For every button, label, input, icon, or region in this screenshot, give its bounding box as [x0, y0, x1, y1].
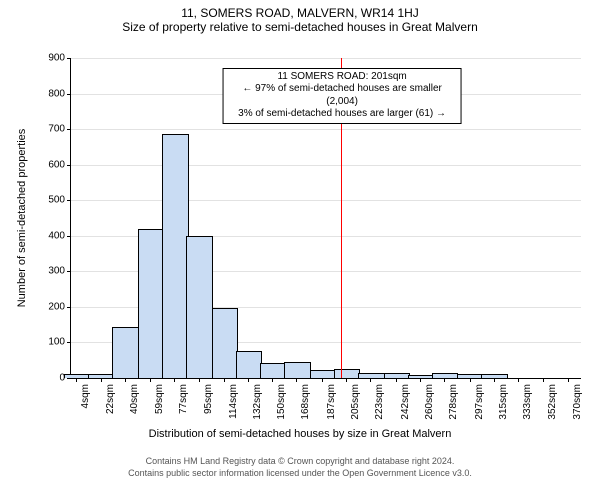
histogram-bar: [260, 363, 287, 378]
xtick-label: 168sqm: [300, 384, 311, 420]
ytick-label: 100: [48, 337, 71, 348]
xtick-mark: [396, 378, 397, 382]
annotation-line: 11 SOMERS ROAD: 201sqm: [230, 71, 455, 84]
annotation-line: ← 97% of semi-detached houses are smalle…: [230, 83, 455, 108]
gridline-h: [71, 165, 581, 166]
histogram-bar: [284, 362, 311, 378]
histogram-bar: [64, 374, 91, 378]
title-line-2: Size of property relative to semi-detach…: [0, 20, 600, 34]
histogram-bar: [236, 351, 263, 378]
footer-line: Contains public sector information licen…: [0, 468, 600, 480]
ytick-label: 800: [48, 88, 71, 99]
ytick-label: 600: [48, 159, 71, 170]
xtick-mark: [248, 378, 249, 382]
xtick-label: 315sqm: [498, 384, 509, 420]
gridline-h: [71, 129, 581, 130]
histogram-bar: [310, 370, 337, 378]
xtick-mark: [76, 378, 77, 382]
annotation-box: 11 SOMERS ROAD: 201sqm← 97% of semi-deta…: [223, 68, 462, 124]
xtick-label: 260sqm: [424, 384, 435, 420]
chart-titles: 11, SOMERS ROAD, MALVERN, WR14 1HJ Size …: [0, 6, 600, 35]
xtick-label: 242sqm: [400, 384, 411, 420]
histogram-bar: [334, 369, 361, 378]
footer-credits: Contains HM Land Registry data © Crown c…: [0, 456, 600, 479]
gridline-h: [71, 58, 581, 59]
xtick-mark: [101, 378, 102, 382]
xtick-mark: [125, 378, 126, 382]
xtick-label: 132sqm: [252, 384, 263, 420]
xtick-mark: [322, 378, 323, 382]
ytick-label: 900: [48, 53, 71, 64]
xtick-label: 187sqm: [326, 384, 337, 420]
xtick-mark: [568, 378, 569, 382]
xtick-label: 22sqm: [105, 384, 116, 414]
histogram-bar: [186, 236, 213, 379]
xtick-mark: [470, 378, 471, 382]
xtick-mark: [199, 378, 200, 382]
y-axis-label: Number of semi-detached properties: [16, 129, 28, 308]
xtick-mark: [272, 378, 273, 382]
histogram-bar: [112, 327, 139, 378]
xtick-mark: [346, 378, 347, 382]
histogram-bar: [162, 134, 189, 378]
xtick-label: 4sqm: [80, 384, 91, 408]
xtick-label: 297sqm: [474, 384, 485, 420]
xtick-label: 205sqm: [350, 384, 361, 420]
xtick-mark: [543, 378, 544, 382]
footer-line: Contains HM Land Registry data © Crown c…: [0, 456, 600, 468]
xtick-label: 370sqm: [572, 384, 583, 420]
xtick-label: 59sqm: [154, 384, 165, 414]
title-line-1: 11, SOMERS ROAD, MALVERN, WR14 1HJ: [0, 6, 600, 20]
annotation-line: 3% of semi-detached houses are larger (6…: [230, 108, 455, 121]
xtick-label: 95sqm: [203, 384, 214, 414]
chart-container: 11, SOMERS ROAD, MALVERN, WR14 1HJ Size …: [0, 0, 600, 500]
xtick-mark: [420, 378, 421, 382]
plot-area: 01002003004005006007008009004sqm22sqm40s…: [70, 58, 581, 379]
xtick-mark: [224, 378, 225, 382]
x-axis-label: Distribution of semi-detached houses by …: [0, 428, 600, 440]
ytick-label: 500: [48, 195, 71, 206]
xtick-mark: [150, 378, 151, 382]
xtick-label: 150sqm: [276, 384, 287, 420]
ytick-label: 700: [48, 124, 71, 135]
xtick-label: 40sqm: [129, 384, 140, 414]
histogram-bar: [212, 308, 239, 378]
xtick-mark: [444, 378, 445, 382]
xtick-mark: [174, 378, 175, 382]
xtick-mark: [296, 378, 297, 382]
xtick-mark: [494, 378, 495, 382]
xtick-mark: [370, 378, 371, 382]
ytick-label: 300: [48, 266, 71, 277]
xtick-label: 352sqm: [547, 384, 558, 420]
xtick-mark: [518, 378, 519, 382]
xtick-label: 77sqm: [178, 384, 189, 414]
gridline-h: [71, 200, 581, 201]
ytick-label: 400: [48, 230, 71, 241]
histogram-bar: [138, 229, 165, 378]
xtick-label: 114sqm: [228, 384, 239, 419]
ytick-label: 200: [48, 301, 71, 312]
xtick-label: 333sqm: [522, 384, 533, 420]
xtick-label: 278sqm: [448, 384, 459, 420]
xtick-label: 223sqm: [374, 384, 385, 420]
